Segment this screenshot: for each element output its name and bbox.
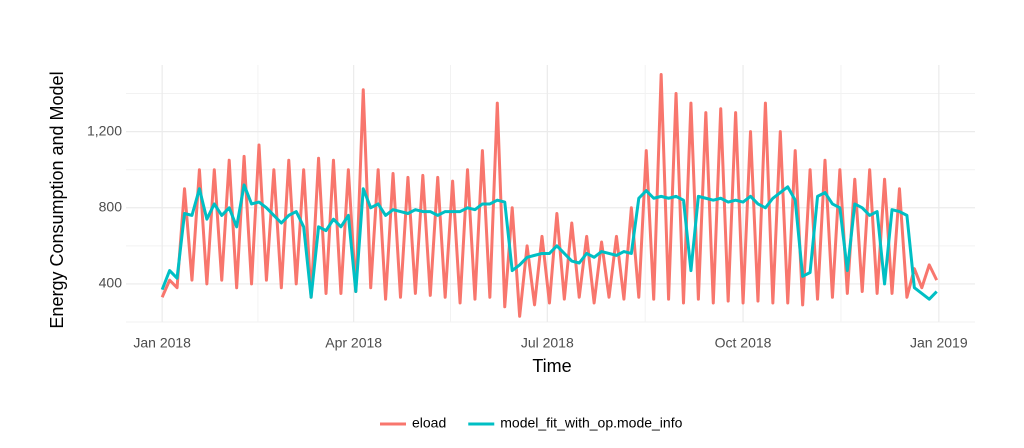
x-tick-label: Jan 2018 bbox=[133, 335, 191, 351]
x-axis-title: Time bbox=[532, 356, 571, 376]
y-tick-label: 1,200 bbox=[87, 122, 122, 138]
series-line bbox=[160, 73, 939, 318]
x-tick-label: Oct 2018 bbox=[715, 335, 772, 351]
x-tick-label: Jul 2018 bbox=[521, 335, 574, 351]
y-axis-title: Energy Consumption and Model bbox=[47, 71, 67, 328]
x-tick-label: Apr 2018 bbox=[325, 335, 382, 351]
x-tick-label: Jan 2019 bbox=[910, 335, 968, 351]
plot-lines bbox=[160, 73, 939, 318]
series-line bbox=[160, 183, 938, 301]
grid: 400 800 1,200 Jan 2018 Apr 2018 Jul 2018 Oct 2… bbox=[87, 65, 975, 351]
legend-label: model_fit_with_op.mode_info bbox=[500, 415, 682, 431]
y-tick-label: 400 bbox=[99, 275, 123, 291]
legend: eload model_fit_with_op.mode_info bbox=[380, 415, 683, 431]
legend-label: eload bbox=[412, 415, 446, 431]
y-tick-label: 800 bbox=[99, 198, 123, 214]
